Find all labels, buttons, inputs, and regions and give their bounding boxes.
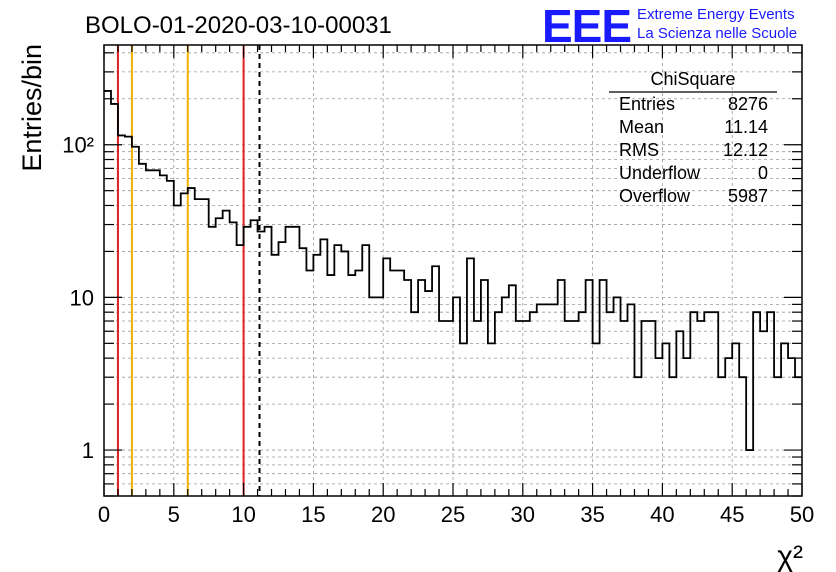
stats-label: Mean	[619, 117, 664, 137]
x-tick-label: 0	[98, 502, 110, 527]
x-tick-label: 5	[168, 502, 180, 527]
logo-line1: Extreme Energy Events	[637, 6, 795, 23]
x-tick-label: 35	[580, 502, 604, 527]
x-tick-label: 20	[371, 502, 395, 527]
x-tick-label: 40	[650, 502, 674, 527]
eee-logo: EEE Extreme Energy Events La Scienza nel…	[542, 0, 797, 52]
stats-value: 11.14	[724, 117, 768, 137]
logo-mark: EEE	[542, 0, 631, 52]
y-axis-label: Entries/bin	[17, 44, 47, 172]
stats-value: 5987	[728, 186, 768, 206]
stats-label: Underflow	[619, 163, 701, 183]
stats-box: ChiSquare Entries 8276 Mean 11.14 RMS 12.12 Un…	[609, 69, 777, 206]
x-tick-label: 50	[790, 502, 814, 527]
x-tick-label: 30	[511, 502, 535, 527]
y-tick-label: 10	[70, 285, 94, 310]
stats-value: 0	[758, 163, 768, 183]
x-tick-label: 25	[441, 502, 465, 527]
reference-lines	[116, 45, 261, 496]
stats-value: 12.12	[723, 140, 768, 160]
x-tick-label: 10	[231, 502, 255, 527]
histogram-series	[104, 90, 802, 451]
chart-title: BOLO-01-2020-03-10-00031	[85, 12, 392, 39]
y-tick-label: 10²	[62, 133, 94, 158]
grid	[104, 45, 802, 496]
x-axis-label: χ²	[777, 540, 803, 572]
logo-line2: La Scienza nelle Scuole	[637, 25, 797, 42]
stats-rows: Entries 8276 Mean 11.14 RMS 12.12 Underflow 0 Ov…	[619, 94, 768, 206]
x-tick-label: 45	[720, 502, 744, 527]
x-tick-label: 15	[301, 502, 325, 527]
stats-label: Entries	[619, 94, 675, 114]
stats-title: ChiSquare	[650, 69, 735, 89]
stats-value: 8276	[728, 94, 768, 114]
axis-ticks: 0 5 10 15 20 25 30 35 40 45 50 1 10 10²	[62, 45, 814, 527]
stats-label: Overflow	[619, 186, 691, 206]
stats-label: RMS	[619, 140, 659, 160]
y-tick-label: 1	[82, 438, 94, 463]
